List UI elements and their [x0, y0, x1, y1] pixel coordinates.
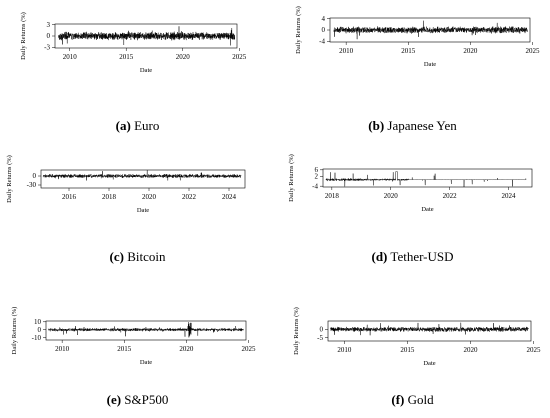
caption-tag: (f)	[391, 392, 405, 407]
y-axis-title: Daily Returns (%)	[293, 307, 300, 355]
x-tick-label: 2022	[443, 192, 458, 200]
chart-f: 2010 2015 2020 2025 -50 Date Daily Returns (%)	[293, 307, 542, 367]
x-tick-label: 2010	[63, 53, 78, 61]
y-axis-title: Daily Returns (%)	[6, 155, 13, 203]
y-tick-label: -10	[32, 334, 42, 342]
caption-name: S&P500	[124, 392, 169, 407]
caption-tag: (d)	[371, 249, 388, 264]
plot-frame	[40, 169, 246, 189]
panel-d: 2018 2020 2022 2024 -4 2 6 Date Daily Returns (%…	[275, 139, 550, 278]
caption-name: Euro	[134, 118, 160, 133]
x-tick-label: 2015	[119, 53, 134, 61]
x-axis-title: Date	[421, 206, 433, 213]
x-axis-title: Date	[137, 207, 149, 214]
caption-name: Bitcoin	[127, 249, 166, 264]
panel-f: 2010 2015 2020 2025 -5 0 Date Daily Returns (%)…	[275, 279, 550, 418]
x-tick-label: 2015	[401, 47, 416, 55]
x-tick-label: 2018	[325, 192, 340, 200]
x-axis-title: Date	[140, 67, 152, 74]
x-tick-label: 2015	[400, 346, 415, 354]
x-tick-label: 2015	[117, 345, 132, 353]
return-series	[42, 170, 242, 181]
y-tick-label: -3	[44, 43, 50, 51]
x-tick-label: 2025	[241, 345, 256, 353]
chart-c: 2016 2018 2020 2022 2024 -300 Date Daily Return…	[6, 155, 246, 214]
x-tick-label: 2025	[527, 346, 542, 354]
x-tick-label: 2020	[176, 53, 191, 61]
y-axis-title: Daily Returns (%)	[295, 6, 302, 54]
return-series	[48, 322, 244, 338]
plot-frame	[45, 320, 247, 341]
x-tick-label: 2020	[142, 193, 157, 201]
x-tick-label: 2010	[337, 346, 352, 354]
y-tick-label: 0	[322, 26, 326, 34]
x-axis-title: Date	[140, 359, 152, 366]
y-tick-label: 0	[33, 172, 37, 180]
plot-frame	[322, 168, 533, 188]
caption-f: (f) Gold	[275, 392, 550, 408]
caption-tag: (e)	[106, 392, 122, 407]
plot-frame	[327, 320, 532, 342]
x-tick-label: 2010	[339, 47, 354, 55]
caption-name: Tether-USD	[390, 249, 454, 264]
y-tick-label: -4	[319, 38, 325, 46]
caption-tag: (c)	[109, 249, 124, 264]
y-tick-label: 4	[322, 15, 326, 23]
caption-name: Gold	[407, 392, 434, 407]
panel-a: 2010 2015 2020 2025 -3 0 3 Date Daily Returns (%…	[0, 0, 275, 139]
return-series	[58, 26, 235, 46]
x-tick-label: 2022	[182, 193, 197, 201]
panel-b: 2010 2015 2020 2025 -4 0 4 Date Daily Returns (%…	[275, 0, 550, 139]
return-series	[330, 322, 529, 336]
x-tick-label: 2020	[179, 345, 194, 353]
y-tick-label: 10	[34, 318, 42, 326]
x-tick-label: 2025	[232, 53, 247, 61]
caption-a: (a) Euro	[0, 118, 275, 134]
x-tick-label: 2024	[222, 193, 237, 201]
chart-b: 2010 2015 2020 2025 -4 0 4 Date Daily Returns (%…	[295, 6, 540, 68]
y-axis-title: Daily Returns (%)	[11, 307, 18, 355]
caption-tag: (b)	[368, 118, 385, 133]
panel-c: 2016 2018 2020 2022 2024 -30 0 Date Daily Return…	[0, 139, 275, 278]
y-tick-label: -30	[27, 181, 37, 189]
y-tick-label: 3	[47, 21, 51, 29]
return-series	[325, 171, 527, 188]
y-tick-label: 6	[315, 166, 319, 174]
x-tick-label: 2020	[463, 346, 478, 354]
y-axis-title: Daily Returns (%)	[20, 12, 27, 60]
y-tick-label: -4	[312, 182, 318, 190]
caption-e: (e) S&P500	[0, 392, 275, 408]
caption-name: Japanese Yen	[387, 118, 457, 133]
caption-tag: (a)	[115, 118, 131, 133]
caption-b: (b) Japanese Yen	[275, 118, 550, 134]
y-tick-label: 0	[47, 32, 51, 40]
chart-a: 2010 2015 2020 2025 -3 0 3 Date Daily Returns (%…	[20, 12, 247, 74]
chart-d: 2018 2020 2022 2024 -426 Date Daily Returns (%…	[288, 154, 533, 213]
y-tick-label: 0	[38, 326, 42, 334]
x-tick-label: 2020	[463, 47, 478, 55]
x-axis-title: Date	[424, 61, 436, 68]
y-axis-title: Daily Returns (%)	[288, 154, 295, 202]
x-axis-title: Date	[423, 360, 435, 367]
x-tick-label: 2018	[102, 193, 117, 201]
caption-c: (c) Bitcoin	[0, 249, 275, 265]
y-tick-label: -5	[317, 334, 323, 342]
x-tick-label: 2020	[384, 192, 399, 200]
x-tick-label: 2010	[55, 345, 70, 353]
panel-e: 2010 2015 2020 2025 -10 0 10 Date Daily Returns …	[0, 279, 275, 418]
x-tick-label: 2025	[525, 47, 540, 55]
x-tick-label: 2024	[501, 192, 516, 200]
return-series	[333, 20, 528, 40]
caption-d: (d) Tether-USD	[275, 249, 550, 265]
x-tick-label: 2016	[62, 193, 77, 201]
y-tick-label: 2	[315, 173, 319, 181]
y-tick-label: 0	[320, 326, 324, 334]
